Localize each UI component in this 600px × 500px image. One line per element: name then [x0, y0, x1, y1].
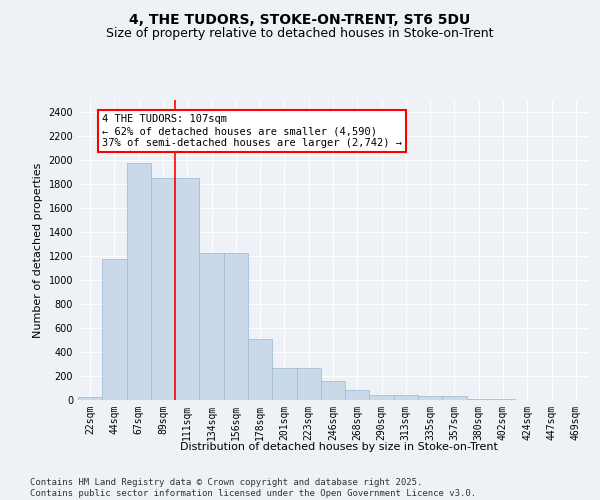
Bar — [321, 382, 345, 400]
Bar — [442, 396, 467, 400]
Bar — [102, 259, 127, 400]
Text: 4 THE TUDORS: 107sqm
← 62% of detached houses are smaller (4,590)
37% of semi-de: 4 THE TUDORS: 107sqm ← 62% of detached h… — [102, 114, 402, 148]
Bar — [467, 399, 491, 400]
Bar — [296, 368, 321, 400]
Bar — [151, 178, 175, 400]
Bar — [418, 396, 442, 400]
Bar — [78, 398, 102, 400]
Text: 4, THE TUDORS, STOKE-ON-TRENT, ST6 5DU: 4, THE TUDORS, STOKE-ON-TRENT, ST6 5DU — [130, 12, 470, 26]
Text: Distribution of detached houses by size in Stoke-on-Trent: Distribution of detached houses by size … — [180, 442, 498, 452]
Bar — [175, 178, 199, 400]
Bar — [224, 253, 248, 400]
Bar — [127, 163, 151, 400]
Bar — [199, 253, 224, 400]
Bar — [370, 394, 394, 400]
Text: Size of property relative to detached houses in Stoke-on-Trent: Size of property relative to detached ho… — [106, 28, 494, 40]
Bar — [248, 339, 272, 400]
Y-axis label: Number of detached properties: Number of detached properties — [33, 162, 43, 338]
Text: Contains HM Land Registry data © Crown copyright and database right 2025.
Contai: Contains HM Land Registry data © Crown c… — [30, 478, 476, 498]
Bar — [345, 390, 370, 400]
Bar — [394, 394, 418, 400]
Bar — [272, 368, 296, 400]
